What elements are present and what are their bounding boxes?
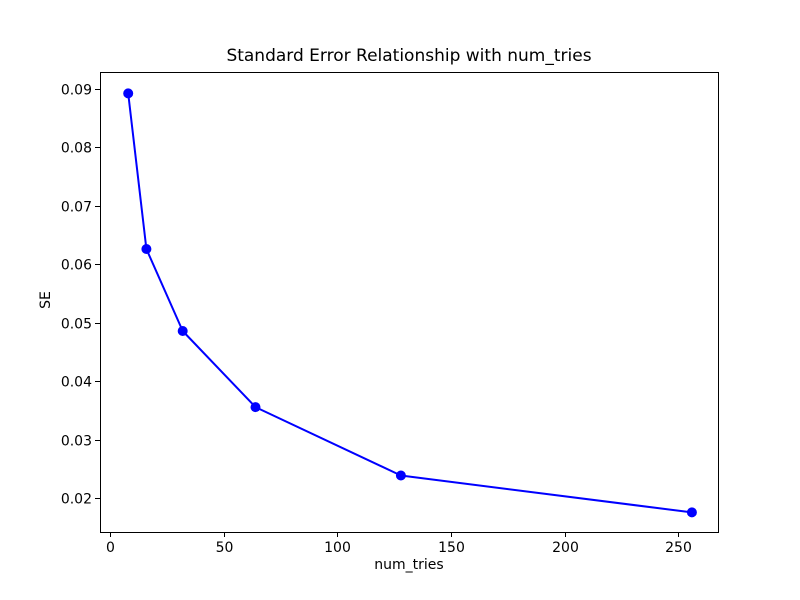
x-tick-label: 0 [106,540,115,556]
y-tick-label: 0.03 [61,434,92,450]
x-tick-label: 150 [438,540,465,556]
y-tick-label: 0.04 [61,375,92,391]
y-axis-label: SE [38,291,54,309]
data-point-marker [686,507,697,518]
x-tick-label: 100 [324,540,351,556]
y-tick-label: 0.02 [61,492,92,508]
se-data-line [127,92,693,514]
data-point-marker [395,470,406,481]
data-point-marker [123,88,134,99]
y-tick-label: 0.06 [61,258,92,274]
y-tick-label: 0.05 [61,317,92,333]
data-point-marker [177,326,188,336]
x-tick-label: 250 [665,540,692,556]
y-tick-label: 0.09 [61,83,92,99]
x-tick-label: 50 [216,540,234,556]
y-tick-label: 0.07 [61,200,92,216]
x-axis-label: num_tries [374,557,444,573]
data-point-marker [141,244,152,254]
y-tick-label: 0.08 [61,141,92,157]
chart-title: Standard Error Relationship with num_tri… [226,46,592,66]
x-tick-label: 200 [552,540,579,556]
plot-border [100,72,719,533]
data-point-marker [250,402,261,413]
